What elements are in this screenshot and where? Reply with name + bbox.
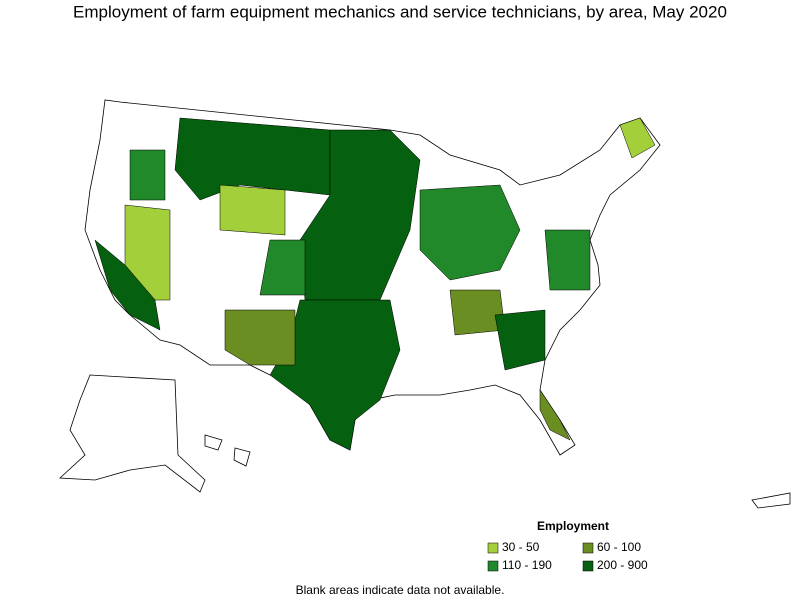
area-patch [219, 184, 286, 236]
area-patch [124, 204, 171, 301]
hawaii-island [233, 447, 251, 467]
legend-label: 60 - 100 [597, 540, 641, 554]
area-patch [619, 117, 656, 159]
area-patch [94, 239, 161, 331]
legend-swatch [582, 542, 594, 554]
area-patch [129, 149, 166, 201]
alaska [59, 374, 206, 493]
hawaii [204, 434, 223, 451]
area-patch [419, 184, 521, 281]
footnote: Blank areas indicate data not available. [296, 583, 505, 597]
legend-label: 110 - 190 [502, 558, 552, 572]
puerto-rico [751, 492, 791, 509]
legend: 30 - 50 60 - 100 110 - 190 200 - 900 [487, 540, 648, 572]
legend-swatch [487, 560, 499, 572]
map-title: Employment of farm equipment mechanics a… [73, 2, 727, 21]
area-patch [544, 229, 591, 291]
legend-swatch [487, 542, 499, 554]
legend-swatch [582, 560, 594, 572]
legend-label: 200 - 900 [597, 558, 648, 572]
map-shapes [59, 99, 791, 509]
area-patch [259, 239, 306, 296]
area-patch [224, 309, 296, 366]
area-patch [494, 309, 546, 371]
area-patch [449, 289, 506, 336]
area-patch [539, 389, 571, 441]
legend-title: Employment [537, 519, 609, 533]
legend-label: 30 - 50 [502, 540, 540, 554]
